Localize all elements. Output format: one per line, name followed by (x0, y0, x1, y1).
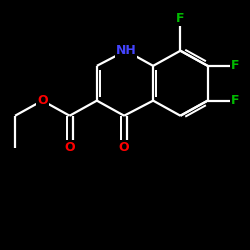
Text: O: O (37, 94, 48, 107)
Text: F: F (176, 12, 185, 25)
Text: O: O (119, 141, 130, 154)
Text: F: F (231, 59, 239, 72)
Text: O: O (64, 141, 75, 154)
Text: F: F (231, 94, 239, 107)
Text: NH: NH (116, 44, 136, 57)
